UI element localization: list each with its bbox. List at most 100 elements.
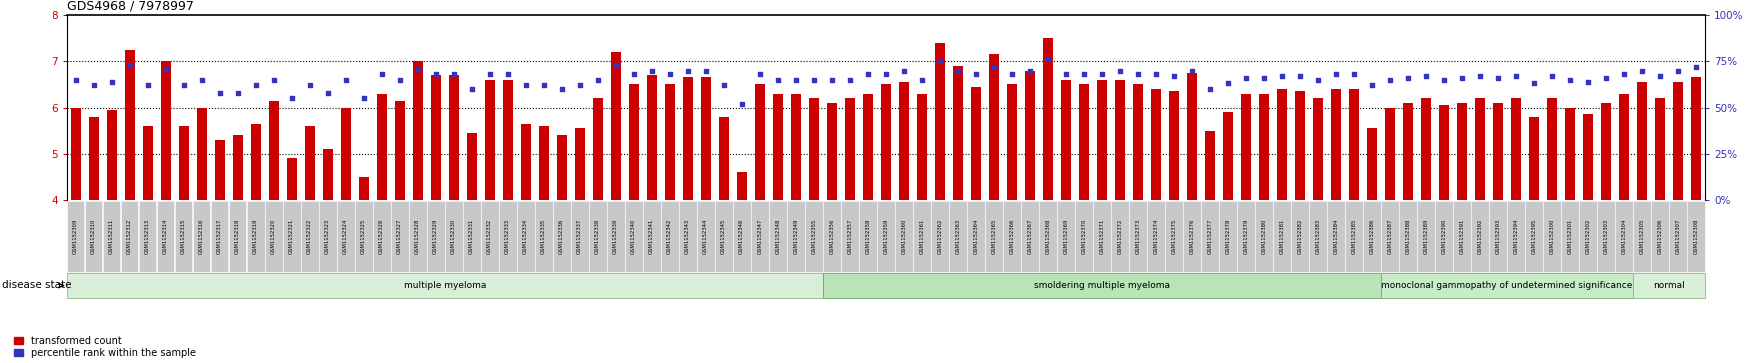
FancyBboxPatch shape (1110, 201, 1128, 272)
FancyBboxPatch shape (877, 201, 895, 272)
FancyBboxPatch shape (282, 201, 300, 272)
FancyBboxPatch shape (1380, 273, 1633, 298)
FancyBboxPatch shape (1237, 201, 1254, 272)
Point (1394, 75, 1422, 81)
Bar (1349, 89, 1359, 200)
Legend: transformed count, percentile rank within the sample: transformed count, percentile rank withi… (14, 336, 196, 358)
Bar (340, 107, 351, 200)
Point (1303, 77, 1331, 83)
Text: GSM1152390: GSM1152390 (1442, 219, 1447, 254)
FancyBboxPatch shape (788, 201, 805, 272)
Text: GSM1152300: GSM1152300 (1549, 219, 1554, 254)
FancyBboxPatch shape (1058, 201, 1075, 272)
Point (151, 66, 179, 72)
Point (1375, 77, 1403, 83)
Bar (1116, 80, 1124, 200)
FancyBboxPatch shape (751, 201, 768, 272)
Bar (1403, 103, 1412, 200)
Bar (665, 84, 675, 200)
FancyBboxPatch shape (624, 201, 642, 272)
Text: GSM1152357: GSM1152357 (847, 219, 852, 254)
FancyBboxPatch shape (823, 201, 840, 272)
Bar (1493, 103, 1503, 200)
Text: GSM1152330: GSM1152330 (451, 219, 456, 254)
Point (926, 58, 954, 64)
Bar (305, 126, 314, 200)
FancyBboxPatch shape (156, 201, 174, 272)
FancyBboxPatch shape (446, 201, 463, 272)
Bar (268, 101, 279, 200)
Text: GSM1152384: GSM1152384 (1333, 219, 1338, 254)
Text: GSM1152394: GSM1152394 (1514, 219, 1519, 254)
FancyBboxPatch shape (1075, 201, 1093, 272)
FancyBboxPatch shape (1345, 201, 1363, 272)
Text: GSM1152385: GSM1152385 (1351, 219, 1356, 254)
FancyBboxPatch shape (912, 201, 931, 272)
Bar (1636, 82, 1647, 200)
Text: GSM1152322: GSM1152322 (307, 219, 312, 254)
Point (314, 90, 342, 95)
Bar (484, 80, 495, 200)
Text: GSM1152320: GSM1152320 (272, 219, 275, 254)
Point (349, 95, 377, 101)
Point (1501, 73, 1529, 79)
Bar (1438, 105, 1449, 200)
FancyBboxPatch shape (498, 201, 516, 272)
Point (817, 77, 845, 83)
Point (1268, 73, 1296, 79)
Bar (917, 94, 926, 200)
FancyBboxPatch shape (607, 201, 624, 272)
Point (98, 79, 126, 85)
Point (889, 68, 917, 73)
FancyBboxPatch shape (553, 201, 570, 272)
Bar (1565, 107, 1575, 200)
Text: GSM1152387: GSM1152387 (1387, 219, 1393, 254)
Bar (556, 135, 567, 200)
Bar (845, 98, 854, 200)
FancyBboxPatch shape (823, 273, 1380, 298)
Text: GSM1152317: GSM1152317 (217, 219, 223, 254)
Text: GSM1152391: GSM1152391 (1459, 219, 1465, 254)
Point (1340, 71, 1368, 77)
Point (1519, 81, 1547, 86)
Bar (251, 124, 261, 200)
Bar (1601, 103, 1610, 200)
Point (475, 71, 503, 77)
FancyBboxPatch shape (1524, 201, 1544, 272)
Text: GSM1152343: GSM1152343 (686, 219, 691, 254)
Point (116, 62, 144, 68)
Text: GSM1152327: GSM1152327 (396, 219, 402, 254)
FancyBboxPatch shape (84, 201, 102, 272)
Text: GSM1152319: GSM1152319 (253, 219, 258, 254)
Point (944, 68, 972, 73)
Point (1556, 77, 1584, 83)
Bar (1044, 38, 1052, 200)
Text: smoldering multiple myeloma: smoldering multiple myeloma (1033, 281, 1170, 290)
Text: GSM1152381: GSM1152381 (1279, 219, 1284, 254)
FancyBboxPatch shape (354, 201, 372, 272)
Bar (1223, 112, 1233, 200)
FancyBboxPatch shape (139, 201, 156, 272)
Point (332, 77, 360, 83)
FancyBboxPatch shape (228, 201, 247, 272)
Bar (628, 84, 638, 200)
Text: GSM1152378: GSM1152378 (1226, 219, 1230, 254)
FancyBboxPatch shape (1219, 201, 1237, 272)
Bar (467, 133, 477, 200)
Point (656, 71, 684, 77)
Text: GSM1152380: GSM1152380 (1261, 219, 1266, 254)
Bar (989, 54, 998, 200)
Point (1593, 75, 1621, 81)
FancyBboxPatch shape (391, 201, 409, 272)
FancyBboxPatch shape (949, 201, 966, 272)
Text: GSM1152365: GSM1152365 (991, 219, 996, 254)
Point (745, 71, 774, 77)
Text: GSM1152313: GSM1152313 (146, 219, 151, 254)
Bar (1205, 131, 1216, 200)
Text: GSM1152372: GSM1152372 (1117, 219, 1123, 254)
FancyBboxPatch shape (589, 201, 607, 272)
Text: GSM1152373: GSM1152373 (1135, 219, 1140, 254)
Point (205, 90, 233, 95)
Bar (1619, 94, 1629, 200)
Bar (1187, 73, 1196, 200)
